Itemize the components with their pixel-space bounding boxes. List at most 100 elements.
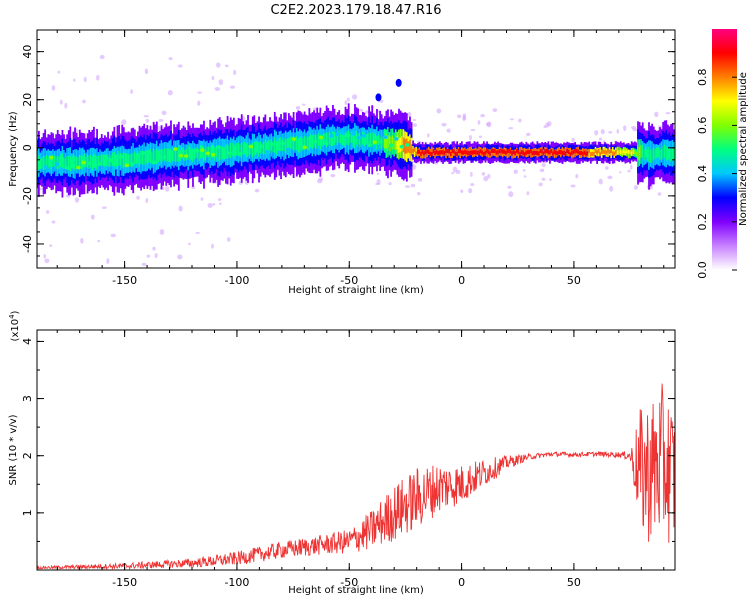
spectrogram-cell xyxy=(163,148,166,161)
spectrogram-cell xyxy=(151,151,153,165)
spectrogram-cell xyxy=(39,158,42,169)
spectrogram-cell xyxy=(637,145,639,160)
spectrogram-cell xyxy=(97,155,100,167)
spectrogram-cell xyxy=(41,157,43,169)
spectrogram-blob xyxy=(189,151,194,156)
spectrogram-blob xyxy=(291,137,297,141)
spectrogram-cell xyxy=(192,148,194,163)
spectrogram-cell xyxy=(508,149,510,158)
spectrogram-cell xyxy=(130,153,133,168)
spectrogram-cell xyxy=(448,149,451,154)
spectrogram-cell xyxy=(527,149,529,155)
spectrogram-speckle xyxy=(43,254,47,259)
colorbar-tick-label: 0.0 xyxy=(696,261,709,279)
spectrogram-cell xyxy=(586,151,589,156)
spectrogram-cell xyxy=(247,142,249,158)
spectrogram-cell xyxy=(254,144,257,155)
snr-ytick-label: 4 xyxy=(21,338,34,345)
snr-frame xyxy=(36,329,676,571)
spectrogram-cell xyxy=(435,149,438,155)
spectrogram-blob xyxy=(281,141,286,146)
spectrogram-blob xyxy=(405,143,410,147)
spectrogram-speckle xyxy=(570,184,576,188)
spectrogram-cell xyxy=(571,150,573,155)
spectrogram-cell xyxy=(475,150,477,155)
spectrogram-cell xyxy=(511,151,514,156)
spectrogram-cell xyxy=(234,145,237,156)
spectrogram-cell xyxy=(457,148,460,154)
spectrogram-cell xyxy=(663,144,666,158)
spectrogram-cell xyxy=(78,154,81,170)
spectrogram-cell xyxy=(487,150,490,155)
spectrogram-cell xyxy=(286,138,289,150)
spectrogram-cell xyxy=(140,150,142,165)
spectrogram-speckle xyxy=(167,90,173,96)
spectrogram-cell xyxy=(369,133,372,146)
spectrogram-cell xyxy=(420,151,422,156)
spectrogram-blob xyxy=(227,151,232,155)
spectrogram-blob xyxy=(216,145,221,149)
spectrogram-cell xyxy=(393,138,396,151)
spectrogram-cell xyxy=(594,148,597,154)
spectrogram-cell xyxy=(232,143,235,159)
spectrogram-cell xyxy=(563,150,565,156)
spectrogram-cell xyxy=(321,134,323,147)
spectrogram-cell xyxy=(604,149,606,155)
spectrogram-cell xyxy=(242,142,245,156)
spectrogram-speckle xyxy=(598,137,603,141)
spectrogram-cell xyxy=(154,150,157,165)
spectrogram-speckle xyxy=(525,132,531,137)
spectrogram-speckle xyxy=(455,169,461,175)
spectrogram-isolated-point xyxy=(357,114,364,123)
spectrogram-speckle xyxy=(51,220,56,224)
spectrogram-speckle xyxy=(227,237,231,242)
spectrogram-cell xyxy=(138,153,141,167)
spectrogram-cell xyxy=(50,157,53,170)
spectrogram-speckle xyxy=(478,135,483,138)
spectrogram-speckle xyxy=(110,233,116,238)
spectrogram-cell xyxy=(448,149,451,158)
spectrogram-cell xyxy=(627,149,630,154)
spectrogram-speckle xyxy=(358,109,364,112)
spectrogram-cell xyxy=(236,143,238,156)
spectrogram-cell xyxy=(494,148,496,153)
spectrogram-blob xyxy=(151,160,157,165)
spectrogram-blob xyxy=(167,150,173,155)
spectrogram-speckle xyxy=(477,120,481,125)
spectrogram-speckle xyxy=(510,118,514,121)
spectrogram-cell xyxy=(638,147,641,161)
spectrogram-cell xyxy=(115,154,117,166)
spectrogram-cell xyxy=(567,149,570,155)
spectrogram-cell xyxy=(621,150,624,155)
spectrogram-cell xyxy=(627,150,630,159)
spectrogram-cell xyxy=(63,157,65,169)
spectrogram-cell xyxy=(582,151,584,156)
spectrogram-speckle xyxy=(480,113,485,118)
spectrogram-speckle xyxy=(523,175,527,178)
spectrogram-cell xyxy=(291,136,293,150)
spectrogram-cell xyxy=(297,138,300,153)
spectrogram-cell xyxy=(427,149,430,155)
spectrogram-xtick-label: -150 xyxy=(112,274,137,287)
spectrogram-cell xyxy=(415,151,418,156)
spectrogram-blob xyxy=(43,165,49,170)
spectrogram-blob xyxy=(248,144,254,149)
spectrogram-cell xyxy=(505,150,507,155)
spectrogram-blob xyxy=(356,135,361,140)
spectrogram-cell xyxy=(577,149,580,154)
spectrogram-cell xyxy=(328,132,331,145)
spectrogram-blob xyxy=(334,132,340,137)
spectrogram-ticks: -150 -100 -50 0 50 -40 -20 0 20 40 xyxy=(21,30,675,287)
spectrogram-cell xyxy=(159,149,161,161)
spectrogram-cell xyxy=(248,145,251,156)
spectrogram-cell xyxy=(332,131,334,146)
spectrogram-blob xyxy=(59,157,65,162)
spectrogram-cell xyxy=(648,147,650,162)
spectrogram-cell xyxy=(85,157,87,168)
spectrogram-cell xyxy=(519,151,521,157)
spectrogram-cell xyxy=(104,155,106,167)
spectrogram-cell xyxy=(416,149,419,154)
spectrogram-speckle xyxy=(200,197,204,201)
spectrogram-cell xyxy=(48,155,51,167)
